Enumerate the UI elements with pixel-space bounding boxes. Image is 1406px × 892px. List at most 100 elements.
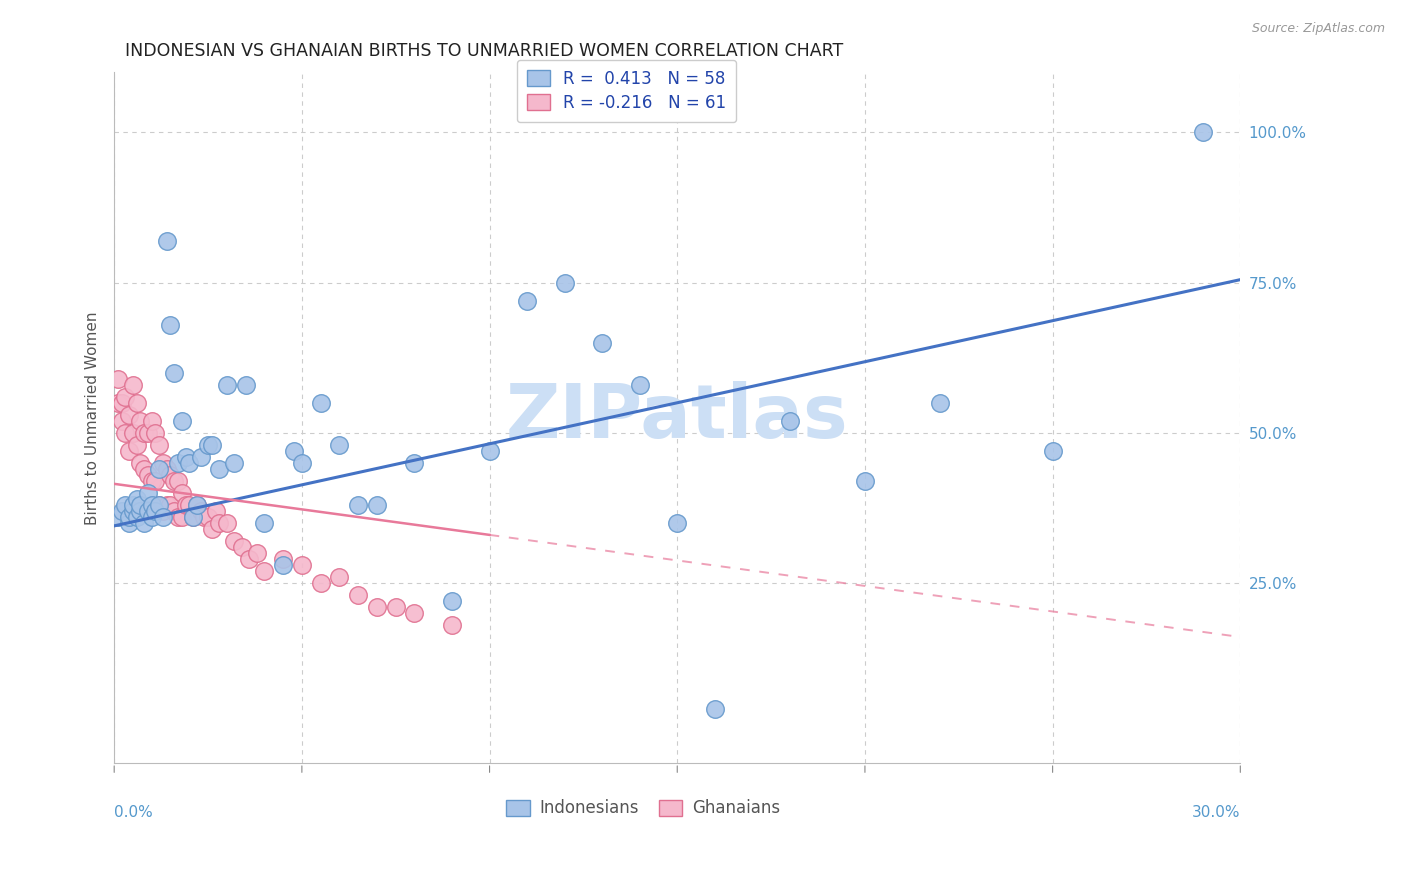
Point bbox=[114, 498, 136, 512]
Point bbox=[156, 234, 179, 248]
Point bbox=[148, 498, 170, 512]
Point bbox=[779, 414, 801, 428]
Point bbox=[853, 474, 876, 488]
Point bbox=[118, 443, 141, 458]
Point bbox=[148, 438, 170, 452]
Point bbox=[136, 486, 159, 500]
Point bbox=[159, 318, 181, 332]
Point bbox=[591, 335, 613, 350]
Point bbox=[215, 516, 238, 530]
Point bbox=[440, 594, 463, 608]
Point bbox=[404, 456, 426, 470]
Point bbox=[253, 564, 276, 578]
Point bbox=[703, 702, 725, 716]
Point bbox=[193, 509, 215, 524]
Point bbox=[107, 509, 129, 524]
Point bbox=[129, 498, 152, 512]
Point bbox=[190, 450, 212, 464]
Point bbox=[107, 396, 129, 410]
Point bbox=[328, 438, 350, 452]
Point bbox=[129, 414, 152, 428]
Text: INDONESIAN VS GHANAIAN BIRTHS TO UNMARRIED WOMEN CORRELATION CHART: INDONESIAN VS GHANAIAN BIRTHS TO UNMARRI… bbox=[125, 42, 844, 60]
Point bbox=[134, 462, 156, 476]
Point bbox=[111, 504, 134, 518]
Point bbox=[666, 516, 689, 530]
Point bbox=[366, 599, 388, 614]
Point bbox=[167, 509, 190, 524]
Point bbox=[516, 293, 538, 308]
Point bbox=[145, 425, 167, 440]
Point bbox=[224, 456, 246, 470]
Point bbox=[179, 456, 201, 470]
Point bbox=[134, 425, 156, 440]
Point bbox=[347, 588, 370, 602]
Point bbox=[145, 504, 167, 518]
Point bbox=[141, 509, 163, 524]
Point bbox=[107, 372, 129, 386]
Point bbox=[440, 618, 463, 632]
Point bbox=[181, 509, 204, 524]
Legend: Indonesians, Ghanaians: Indonesians, Ghanaians bbox=[499, 792, 787, 824]
Point bbox=[190, 504, 212, 518]
Point bbox=[174, 498, 197, 512]
Point bbox=[125, 509, 148, 524]
Point bbox=[929, 396, 952, 410]
Point bbox=[118, 516, 141, 530]
Point bbox=[141, 474, 163, 488]
Point bbox=[129, 504, 152, 518]
Point bbox=[114, 425, 136, 440]
Point bbox=[163, 366, 186, 380]
Point bbox=[122, 425, 145, 440]
Point bbox=[208, 462, 231, 476]
Point bbox=[179, 498, 201, 512]
Point bbox=[114, 390, 136, 404]
Point bbox=[125, 396, 148, 410]
Point bbox=[118, 408, 141, 422]
Text: 30.0%: 30.0% bbox=[1192, 805, 1240, 820]
Point bbox=[170, 486, 193, 500]
Point bbox=[197, 509, 219, 524]
Point bbox=[628, 377, 651, 392]
Point bbox=[122, 504, 145, 518]
Point bbox=[201, 438, 224, 452]
Point bbox=[204, 504, 226, 518]
Point bbox=[384, 599, 406, 614]
Point bbox=[253, 516, 276, 530]
Point bbox=[152, 456, 174, 470]
Point bbox=[118, 509, 141, 524]
Point bbox=[1042, 443, 1064, 458]
Point bbox=[129, 456, 152, 470]
Point bbox=[156, 462, 179, 476]
Point bbox=[170, 509, 193, 524]
Point bbox=[208, 516, 231, 530]
Point bbox=[148, 462, 170, 476]
Point bbox=[404, 606, 426, 620]
Point bbox=[283, 443, 305, 458]
Point bbox=[136, 467, 159, 482]
Text: Source: ZipAtlas.com: Source: ZipAtlas.com bbox=[1251, 22, 1385, 36]
Point bbox=[141, 414, 163, 428]
Point bbox=[122, 377, 145, 392]
Point bbox=[186, 498, 208, 512]
Point bbox=[125, 438, 148, 452]
Text: 0.0%: 0.0% bbox=[114, 805, 153, 820]
Point bbox=[1191, 126, 1213, 140]
Point bbox=[156, 498, 179, 512]
Point bbox=[134, 516, 156, 530]
Point bbox=[125, 491, 148, 506]
Point bbox=[231, 540, 253, 554]
Point bbox=[163, 474, 186, 488]
Point bbox=[152, 509, 174, 524]
Point bbox=[328, 570, 350, 584]
Point bbox=[309, 396, 332, 410]
Point bbox=[136, 425, 159, 440]
Point bbox=[167, 474, 190, 488]
Point bbox=[215, 377, 238, 392]
Point bbox=[159, 498, 181, 512]
Point bbox=[309, 576, 332, 591]
Point bbox=[246, 546, 269, 560]
Point bbox=[159, 467, 181, 482]
Point bbox=[186, 498, 208, 512]
Point bbox=[201, 522, 224, 536]
Point bbox=[347, 498, 370, 512]
